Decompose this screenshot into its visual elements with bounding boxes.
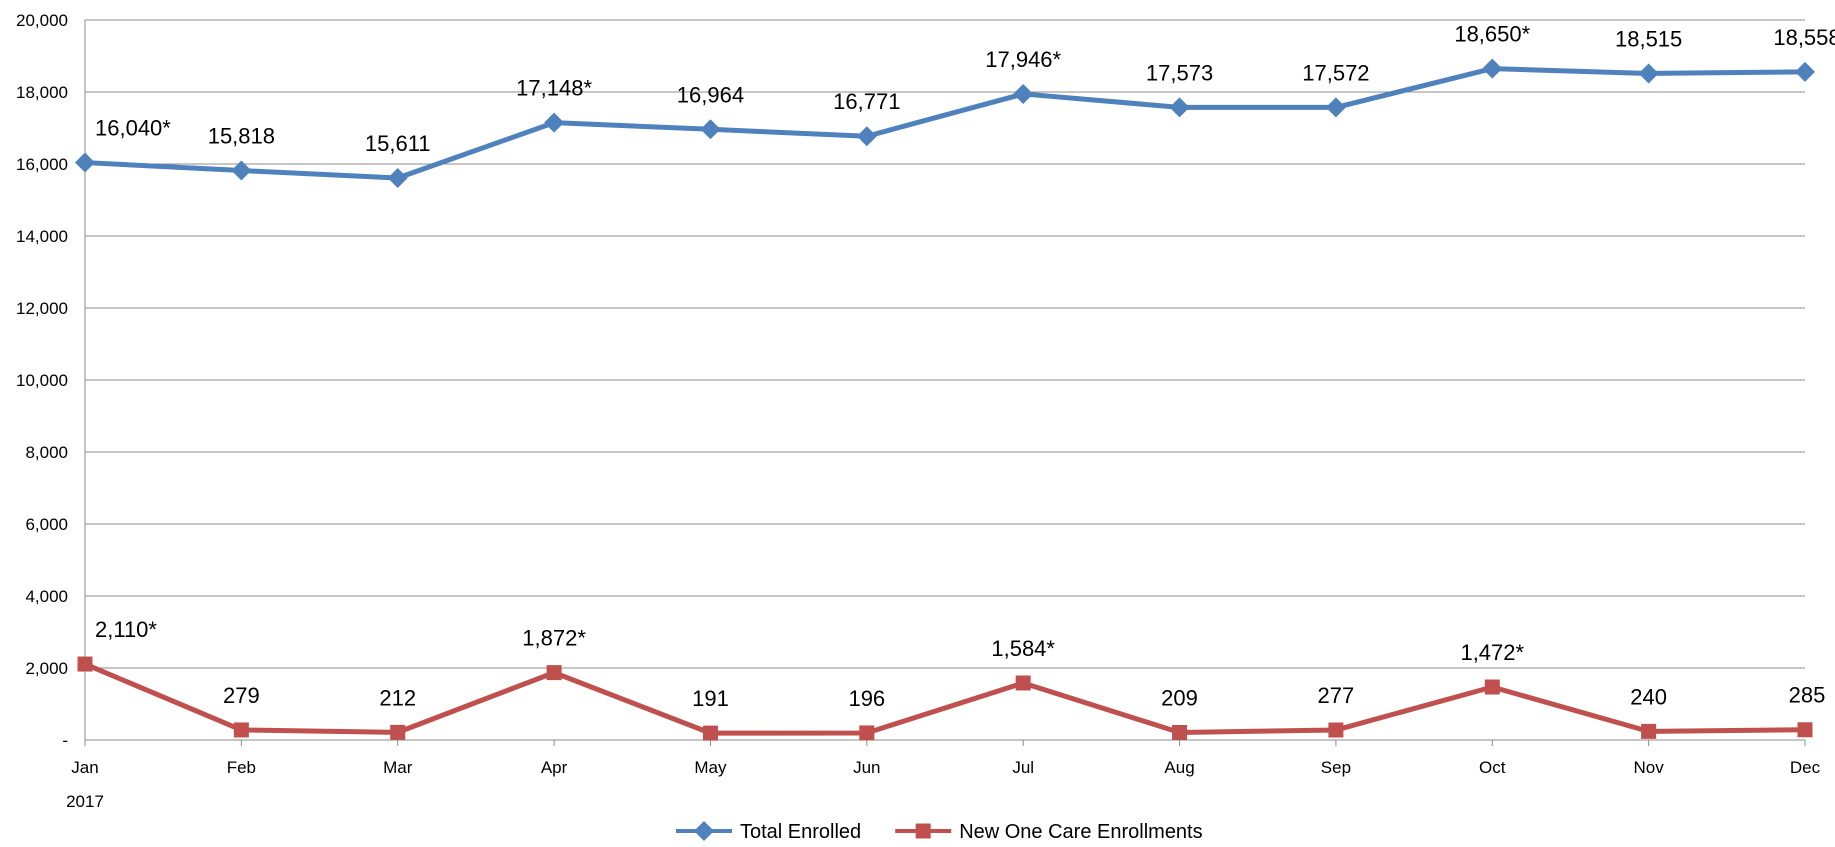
data-point [1795,61,1815,82]
data-label: 285 [1789,683,1826,708]
data-point [1797,722,1813,738]
data-label: 16,040* [95,116,171,141]
data-labels: 16,040* 15,818 15,611 17,148* 16,964 16,771 17… [95,22,1835,712]
x-tick-label: Jun [853,758,880,777]
data-point [1015,675,1031,691]
data-point [702,725,718,741]
data-point [856,126,877,147]
data-label: 18,558 [1773,25,1835,50]
data-label: 18,515 [1615,26,1682,51]
data-label: 196 [848,686,885,711]
y-tick-label: - [62,731,68,750]
axes: - 2,000 4,000 6,000 8,000 10,000 12,000 14,000 1… [16,11,1821,811]
series-line-2 [84,661,1806,736]
data-point [233,722,249,738]
y-tick-label: 12,000 [16,299,68,318]
legend-label: New One Care Enrollments [959,821,1202,842]
data-point [859,725,875,741]
data-point [700,119,721,140]
series-line-1 [84,66,1806,181]
data-label: 1,872* [522,626,586,651]
y-tick-label: 2,000 [25,659,68,678]
x-tick-label: May [694,758,727,777]
data-point [1641,723,1657,739]
data-label: 17,572 [1302,60,1369,85]
series [75,58,1815,741]
data-point [1325,97,1346,118]
x-tick-label: Sep [1321,758,1351,777]
data-point [231,160,252,181]
y-tick-label: 6,000 [25,515,68,534]
data-point [1328,722,1344,738]
data-label: 17,946* [985,47,1061,72]
data-label: 1,472* [1460,640,1524,665]
x-tick-label: Feb [227,758,256,777]
y-tick-label: 18,000 [16,83,68,102]
gridlines [85,19,1805,669]
y-tick-label: 10,000 [16,371,68,390]
data-label: 16,964 [677,82,744,107]
data-label: 17,148* [516,76,592,101]
data-label: 240 [1630,684,1667,709]
x-tick-label: Mar [383,758,413,777]
data-point [1484,679,1500,695]
y-tick-label: 4,000 [25,587,68,606]
y-tick-label: 16,000 [16,155,68,174]
legend-label: Total Enrolled [740,821,861,842]
data-label: 18,650* [1454,22,1530,47]
x-tick-sublabel: 2017 [66,792,104,811]
x-tick-label: Nov [1634,758,1665,777]
data-point [546,665,562,681]
x-tick-label: Aug [1164,758,1194,777]
data-point [1482,58,1503,79]
y-tick-label: 20,000 [16,11,68,30]
data-point [1013,83,1034,104]
data-label: 209 [1161,685,1198,710]
data-label: 277 [1318,683,1355,708]
y-tick-label: 14,000 [16,227,68,246]
data-point [75,152,95,173]
y-tick-label: 8,000 [25,443,68,462]
legend-marker [915,823,931,839]
data-point [1169,97,1190,118]
data-point [1638,63,1659,84]
legend: Total Enrolled New One Care Enrollments [676,821,1203,843]
data-label: 17,573 [1146,60,1213,85]
data-label: 2,110* [95,617,157,642]
data-label: 1,584* [991,636,1055,661]
data-label: 15,818 [208,124,275,149]
x-tick-label: Jul [1012,758,1034,777]
x-tick-label: Oct [1479,758,1506,777]
data-label: 279 [223,683,260,708]
data-label: 15,611 [365,131,431,156]
data-label: 191 [692,686,729,711]
data-point [390,724,406,740]
data-point [1172,724,1188,740]
data-point [387,168,408,189]
x-tick-label: Apr [541,758,568,777]
data-point [544,112,565,133]
x-tick-label: Jan [71,758,98,777]
data-point [77,656,93,672]
legend-marker [694,821,714,841]
data-label: 16,771 [833,89,900,114]
data-label: 212 [379,685,416,710]
x-tick-label: Dec [1790,758,1821,777]
